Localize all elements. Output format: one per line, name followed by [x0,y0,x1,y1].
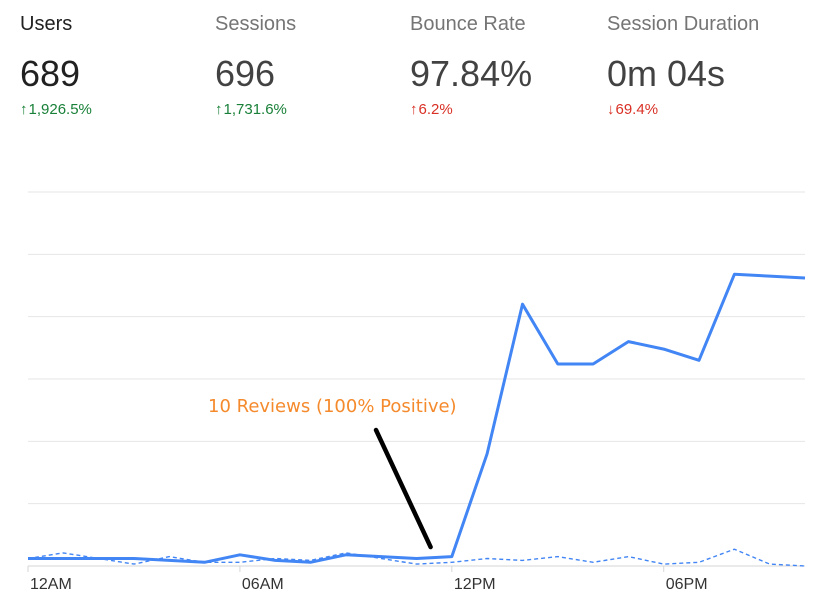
metric-value: 696 [215,53,276,94]
arrow-up-icon: ↑ [215,101,223,118]
metrics-row: Users 689 ↑1,926.5% Sessions 696 ↑1,731.… [0,0,830,150]
metric-users[interactable]: Users 689 ↑1,926.5% [20,10,92,120]
series-line-solid [28,272,806,564]
series-line-dashed [27,548,806,567]
annotation: 10 Reviews (100% Positive) [208,396,457,550]
metric-label: Session Duration [607,13,760,35]
metric-value: 689 [20,53,81,94]
metric-change: ↑6.2% [410,100,532,120]
metric-change: ↓69.4% [607,100,759,120]
x-tick-label: 06PM [666,576,708,593]
arrow-up-icon: ↑ [410,101,418,118]
metric-value: 97.84% [410,53,533,94]
arrow-down-icon: ↓ [607,101,615,118]
line-chart: 10 Reviews (100% Positive) 12AM 06AM 12PM 0… [27,191,806,593]
metric-value: 0m 04s [607,53,726,94]
x-axis: 12AM 06AM 12PM 06PM [27,566,708,593]
metric-change: ↑1,731.6% [215,100,296,120]
x-tick-label: 12AM [30,576,72,593]
annotation-arrow [373,427,433,550]
arrow-up-icon: ↑ [20,101,28,118]
series-layer [27,272,806,567]
metric-change-value: 1,926.5% [28,101,92,118]
metric-sessions[interactable]: Sessions 696 ↑1,731.6% [215,10,296,120]
x-tick-label: 06AM [242,576,284,593]
annotation-label: 10 Reviews (100% Positive) [208,396,457,417]
metric-label: Users [20,13,73,35]
metric-change: ↑1,926.5% [20,100,92,120]
metric-label: Bounce Rate [410,13,526,35]
metric-bounce-rate[interactable]: Bounce Rate 97.84% ↑6.2% [410,10,532,120]
metric-change-value: 69.4% [615,101,659,118]
metric-session-duration[interactable]: Session Duration 0m 04s ↓69.4% [607,10,759,120]
metric-change-value: 6.2% [418,101,453,118]
gridlines [28,191,805,567]
metric-change-value: 1,731.6% [223,101,287,118]
metric-label: Sessions [215,13,297,35]
x-tick-label: 12PM [454,576,496,593]
